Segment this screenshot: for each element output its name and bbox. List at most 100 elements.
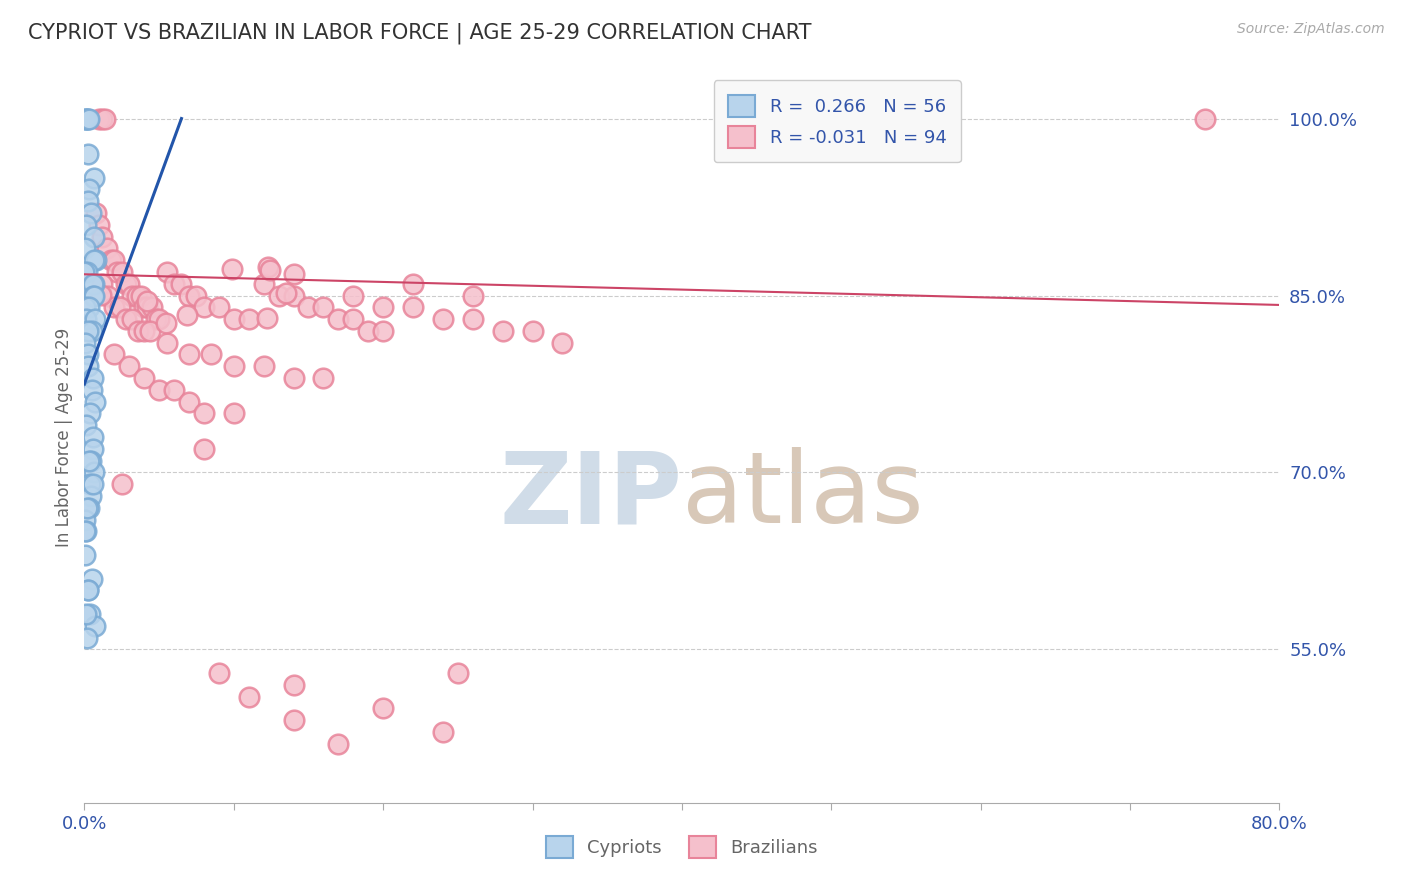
Point xyxy=(177,394,200,409)
Point xyxy=(253,277,276,291)
Point xyxy=(83,466,105,480)
Point xyxy=(83,288,105,302)
Point xyxy=(551,335,574,350)
Point xyxy=(80,383,103,397)
Point xyxy=(80,324,103,338)
Point xyxy=(115,277,138,291)
Point xyxy=(75,607,97,621)
Text: ZIP: ZIP xyxy=(499,447,682,544)
Point xyxy=(75,524,97,539)
Point xyxy=(373,301,395,315)
Point xyxy=(136,293,159,308)
Point xyxy=(73,265,96,279)
Point xyxy=(193,301,215,315)
Point xyxy=(163,383,186,397)
Point xyxy=(148,312,170,326)
Point xyxy=(342,288,364,302)
Point xyxy=(83,312,105,326)
Point xyxy=(110,301,132,315)
Point xyxy=(80,206,103,220)
Point xyxy=(256,310,278,325)
Point xyxy=(73,112,96,126)
Point xyxy=(357,324,380,338)
Point xyxy=(82,477,104,491)
Point xyxy=(82,277,104,291)
Point xyxy=(200,347,222,361)
Point xyxy=(155,265,177,279)
Text: Source: ZipAtlas.com: Source: ZipAtlas.com xyxy=(1237,22,1385,37)
Point xyxy=(118,277,141,291)
Point xyxy=(253,359,276,374)
Point xyxy=(132,371,156,385)
Point xyxy=(79,407,101,421)
Point xyxy=(100,253,122,268)
Point xyxy=(96,241,118,255)
Point xyxy=(432,312,454,326)
Point xyxy=(312,301,335,315)
Point xyxy=(170,277,193,291)
Point xyxy=(121,288,143,302)
Point xyxy=(461,312,484,326)
Point xyxy=(76,194,98,208)
Point xyxy=(127,324,149,338)
Point xyxy=(76,583,98,598)
Point xyxy=(136,301,159,315)
Point xyxy=(75,241,97,255)
Text: CYPRIOT VS BRAZILIAN IN LABOR FORCE | AGE 25-29 CORRELATION CHART: CYPRIOT VS BRAZILIAN IN LABOR FORCE | AG… xyxy=(28,22,811,44)
Point xyxy=(84,619,107,633)
Point xyxy=(83,170,105,185)
Point xyxy=(79,607,101,621)
Point xyxy=(77,301,100,315)
Point xyxy=(103,347,125,361)
Point xyxy=(84,253,107,268)
Point xyxy=(76,147,98,161)
Point xyxy=(111,477,134,491)
Point xyxy=(77,453,100,467)
Point xyxy=(238,690,260,704)
Point xyxy=(77,347,100,361)
Point xyxy=(82,442,104,456)
Point xyxy=(77,359,100,374)
Point xyxy=(259,263,281,277)
Point xyxy=(115,312,138,326)
Point xyxy=(222,359,245,374)
Point xyxy=(283,678,305,692)
Point xyxy=(79,489,101,503)
Point xyxy=(83,229,105,244)
Point xyxy=(145,312,167,326)
Point xyxy=(103,301,125,315)
Point xyxy=(274,285,297,300)
Point xyxy=(77,324,100,338)
Point xyxy=(373,324,395,338)
Point xyxy=(222,312,245,326)
Point xyxy=(139,324,162,338)
Point xyxy=(283,267,305,281)
Point xyxy=(75,218,97,232)
Point xyxy=(83,277,105,291)
Point xyxy=(132,324,156,338)
Point xyxy=(492,324,515,338)
Point xyxy=(163,277,186,291)
Point xyxy=(125,288,148,302)
Point xyxy=(177,347,200,361)
Point xyxy=(193,407,215,421)
Point xyxy=(1194,112,1216,126)
Legend: Cypriots, Brazilians: Cypriots, Brazilians xyxy=(537,827,827,867)
Point xyxy=(103,253,125,268)
Point xyxy=(129,288,152,302)
Point xyxy=(80,453,103,467)
Point xyxy=(90,287,112,301)
Point xyxy=(80,572,103,586)
Point xyxy=(75,301,97,315)
Point xyxy=(91,229,114,244)
Point xyxy=(79,500,101,515)
Point xyxy=(522,324,544,338)
Point xyxy=(89,218,111,232)
Point xyxy=(111,265,134,279)
Point xyxy=(208,301,231,315)
Point xyxy=(76,500,98,515)
Point xyxy=(105,265,128,279)
Point xyxy=(94,112,117,126)
Point xyxy=(73,548,96,562)
Point xyxy=(83,253,105,268)
